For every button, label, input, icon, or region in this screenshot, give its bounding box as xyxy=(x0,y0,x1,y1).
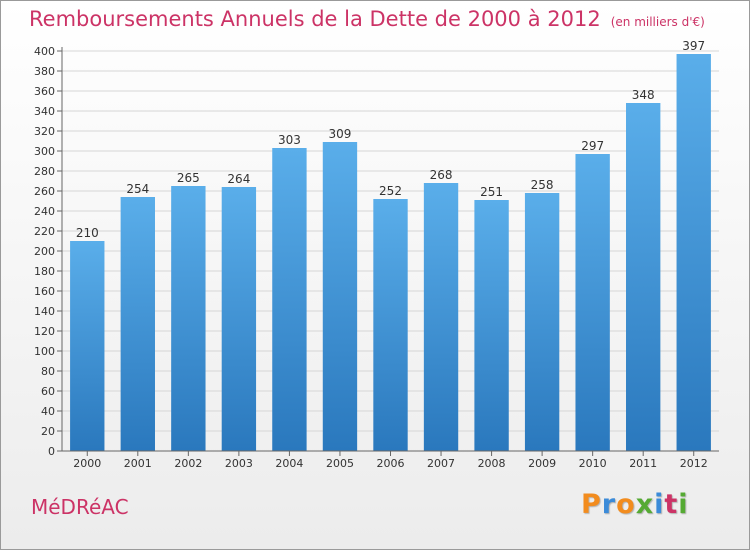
chart-title-text: Remboursements Annuels de la Dette de 20… xyxy=(29,7,601,31)
y-tick-label: 260 xyxy=(34,185,55,198)
y-tick-label: 120 xyxy=(34,325,55,338)
value-label: 252 xyxy=(379,184,402,198)
logo-letter: r xyxy=(601,489,617,520)
value-label: 265 xyxy=(177,171,200,185)
x-tick-label: 2003 xyxy=(225,457,253,470)
logo-letter: t xyxy=(664,489,679,520)
y-tick-label: 300 xyxy=(34,145,55,158)
bar-2007 xyxy=(423,183,459,451)
chart-title: Remboursements Annuels de la Dette de 20… xyxy=(29,7,705,31)
logo-letter: x xyxy=(635,489,655,520)
x-tick-label: 2001 xyxy=(124,457,152,470)
y-tick-label: 280 xyxy=(34,165,55,178)
logo-letter: i xyxy=(678,489,689,520)
bar-2012 xyxy=(676,54,711,451)
value-label: 309 xyxy=(329,127,352,141)
x-tick-label: 2011 xyxy=(629,457,657,470)
x-tick-label: 2005 xyxy=(326,457,354,470)
y-tick-label: 0 xyxy=(48,445,55,458)
x-tick-label: 2004 xyxy=(275,457,303,470)
logo-letter: P xyxy=(581,489,602,520)
chart-unit: (en milliers d'€) xyxy=(610,15,705,29)
value-label: 297 xyxy=(581,139,604,153)
value-label: 210 xyxy=(76,226,99,240)
value-label: 348 xyxy=(632,88,655,102)
bar-2004 xyxy=(272,148,307,451)
value-label: 397 xyxy=(682,39,705,53)
y-tick-label: 360 xyxy=(34,85,55,98)
proxiti-logo: Proxiti xyxy=(581,489,689,520)
bar-2002 xyxy=(171,186,206,451)
x-tick-label: 2012 xyxy=(680,457,708,470)
logo-letter: i xyxy=(654,489,665,520)
y-tick-label: 20 xyxy=(41,425,55,438)
bar-2011 xyxy=(626,103,661,451)
x-tick-label: 2007 xyxy=(427,457,455,470)
bar-2001 xyxy=(120,197,155,451)
labels: 0 20 40 60 80 100 120 140 160 180 200 220 240 260 280 3… xyxy=(34,39,708,470)
bar-2010 xyxy=(575,154,610,451)
bar-2009 xyxy=(524,193,560,451)
y-tick-label: 380 xyxy=(34,65,55,78)
x-tick-label: 2008 xyxy=(478,457,506,470)
y-tick-label: 320 xyxy=(34,125,55,138)
y-tick-label: 200 xyxy=(34,245,55,258)
y-tick-label: 140 xyxy=(34,305,55,318)
bar-2000 xyxy=(70,241,105,451)
value-label: 254 xyxy=(126,182,149,196)
bar-2005 xyxy=(322,142,358,451)
x-tick-label: 2000 xyxy=(73,457,101,470)
y-tick-label: 100 xyxy=(34,345,55,358)
y-tick-label: 40 xyxy=(41,405,55,418)
commune-name: MéDRéAC xyxy=(31,495,129,519)
logo-letter: o xyxy=(616,489,636,520)
y-tick-label: 240 xyxy=(34,205,55,218)
value-label: 258 xyxy=(531,178,554,192)
y-tick-label: 180 xyxy=(34,265,55,278)
x-tick-label: 2006 xyxy=(377,457,405,470)
value-label: 264 xyxy=(227,172,250,186)
bar-2008 xyxy=(474,200,509,451)
bars xyxy=(70,54,711,451)
value-label: 268 xyxy=(430,168,453,182)
y-tick-label: 60 xyxy=(41,385,55,398)
value-label: 251 xyxy=(480,185,503,199)
x-tick-label: 2002 xyxy=(174,457,202,470)
y-tick-label: 220 xyxy=(34,225,55,238)
y-tick-label: 80 xyxy=(41,365,55,378)
bar-2006 xyxy=(373,199,408,451)
y-tick-label: 400 xyxy=(34,45,55,58)
y-tick-label: 160 xyxy=(34,285,55,298)
x-tick-label: 2010 xyxy=(579,457,607,470)
value-label: 303 xyxy=(278,133,301,147)
axes xyxy=(57,47,719,456)
x-tick-label: 2009 xyxy=(528,457,556,470)
bar-2003 xyxy=(221,187,257,451)
y-tick-label: 340 xyxy=(34,105,55,118)
